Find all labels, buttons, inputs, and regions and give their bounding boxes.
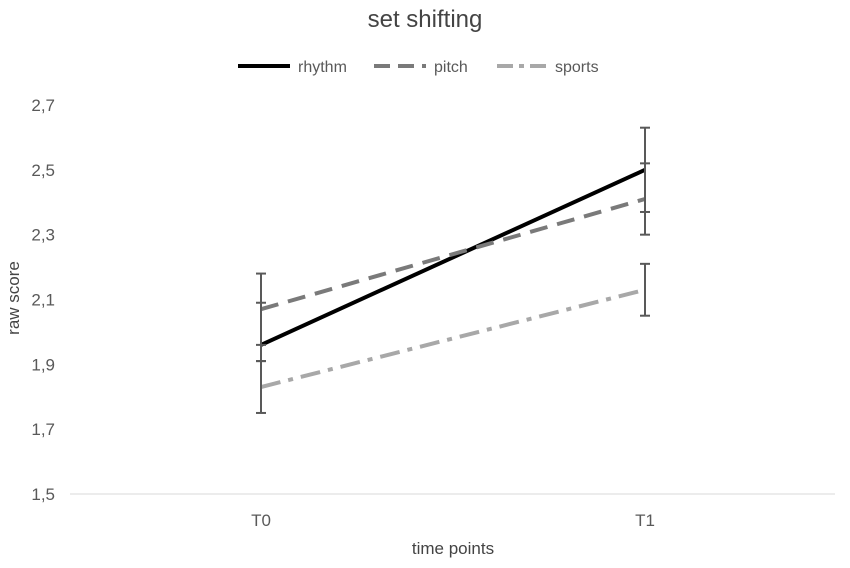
y-tick-label: 2,3 (31, 226, 55, 245)
y-tick-label: 1,5 (31, 485, 55, 504)
y-tick-label: 1,7 (31, 420, 55, 439)
x-tick-label: T1 (635, 511, 655, 530)
legend-label-pitch: pitch (434, 59, 468, 76)
x-tick-label: T0 (251, 511, 271, 530)
legend: rhythm pitch sports (238, 59, 599, 76)
error-bars (256, 126, 650, 414)
legend-label-sports: sports (555, 59, 599, 76)
y-tick-label: 1,9 (31, 355, 55, 374)
series-group (260, 168, 646, 389)
x-axis-label: time points (412, 539, 494, 558)
y-axis-label: raw score (4, 261, 23, 335)
y-axis: 2,7 2,5 2,3 2,1 1,9 1,7 1,5 (31, 96, 55, 504)
y-tick-label: 2,7 (31, 96, 55, 115)
x-axis: T0 T1 (251, 511, 655, 530)
chart-title: set shifting (368, 6, 483, 33)
series-line-pitch (260, 197, 646, 312)
legend-label-rhythm: rhythm (298, 59, 347, 76)
y-tick-label: 2,5 (31, 161, 55, 180)
series-line-rhythm (260, 168, 646, 347)
y-tick-label: 2,1 (31, 291, 55, 310)
series-line-sports (260, 287, 646, 389)
